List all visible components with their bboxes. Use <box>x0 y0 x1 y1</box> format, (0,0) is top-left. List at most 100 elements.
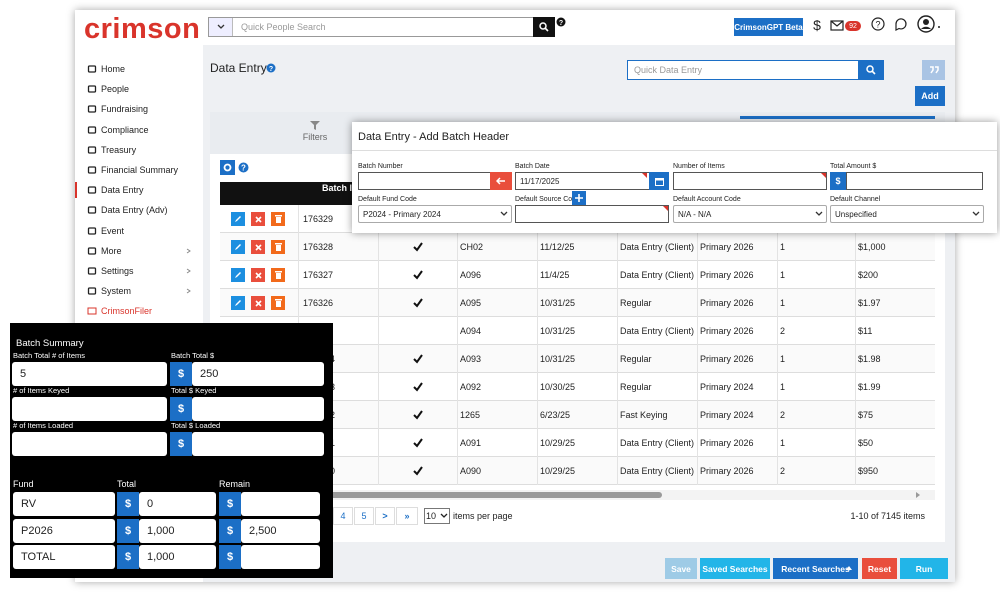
text-input[interactable] <box>673 172 827 190</box>
amount-input[interactable] <box>139 492 216 516</box>
table-help: ? <box>238 162 249 173</box>
search-dropdown[interactable] <box>209 18 233 36</box>
nav-item[interactable]: Treasury <box>101 144 137 155</box>
amount-input[interactable] <box>139 545 216 569</box>
last-page[interactable]: » <box>396 507 418 525</box>
page-button[interactable]: 4 <box>333 507 353 525</box>
help-button[interactable]: ? <box>871 17 885 31</box>
table-cell: Primary 2026 <box>700 354 754 364</box>
amount-input[interactable] <box>139 518 216 543</box>
add-button[interactable]: Add <box>915 86 945 106</box>
batch-id: 176326 <box>303 298 334 308</box>
cell-border <box>378 317 379 345</box>
summary-input[interactable] <box>12 432 167 456</box>
cell-border <box>457 345 458 373</box>
quick-entry-button[interactable] <box>858 60 884 80</box>
nav-item[interactable]: More <box>101 245 122 256</box>
fund-input[interactable] <box>13 545 115 569</box>
delete-button[interactable] <box>251 240 265 254</box>
table-cell: A092 <box>460 382 482 392</box>
table-cell: Fast Keying <box>620 410 668 420</box>
nav-item[interactable]: Fundraising <box>101 104 149 115</box>
table-cell: 1 <box>780 270 786 280</box>
nav-item[interactable]: People <box>101 84 130 95</box>
nav-item[interactable]: Settings <box>101 266 134 276</box>
cell-border <box>457 457 458 485</box>
action-button[interactable]: Save <box>665 558 697 579</box>
action-button[interactable]: Recent Searches <box>773 558 858 579</box>
amount-value: 2,500 <box>249 524 277 537</box>
settings-button[interactable] <box>220 160 235 175</box>
delete-button[interactable] <box>251 296 265 310</box>
select-input[interactable] <box>358 205 512 223</box>
cell-border <box>537 233 538 261</box>
filters-button[interactable]: Filters <box>302 132 328 142</box>
field-label: Default Channel <box>830 195 881 203</box>
trash-button[interactable] <box>271 296 285 310</box>
amount-input[interactable] <box>241 518 320 543</box>
nav-item[interactable]: Event <box>101 225 125 236</box>
action-button[interactable]: Reset <box>862 558 897 579</box>
currency-addon: $ <box>830 172 846 190</box>
add-source-button[interactable] <box>572 191 586 205</box>
summary-label: Batch Total $ <box>171 350 215 360</box>
chat-button[interactable] <box>894 17 908 31</box>
amount-input[interactable] <box>241 492 320 516</box>
page-size-select[interactable] <box>424 508 450 524</box>
page-title: Data Entry <box>210 61 267 75</box>
next-page[interactable]: > <box>375 507 395 525</box>
calendar-button[interactable] <box>649 172 669 190</box>
action-button[interactable]: Saved Searches <box>700 558 770 579</box>
nav-item[interactable]: Data Entry (Adv) <box>101 205 168 216</box>
summary-input[interactable] <box>192 397 324 421</box>
edit-button[interactable] <box>231 268 245 282</box>
search-button[interactable] <box>533 17 555 37</box>
field-value: N/A - N/A <box>678 209 712 219</box>
nav-item[interactable]: Data Entry <box>101 185 144 196</box>
table-row <box>220 261 935 289</box>
select-input[interactable] <box>830 205 984 223</box>
summary-input[interactable] <box>12 397 167 421</box>
nav-item[interactable]: Home <box>101 64 126 74</box>
summary-input[interactable] <box>192 362 324 386</box>
action-button[interactable]: Run <box>900 558 948 579</box>
back-button[interactable] <box>490 172 512 190</box>
nav-item[interactable]: Financial Summary <box>101 165 179 175</box>
delete-button[interactable] <box>251 268 265 282</box>
delete-button[interactable] <box>251 212 265 226</box>
gpt-button[interactable]: CrimsonGPT Beta <box>734 18 803 36</box>
cell-border <box>378 429 379 457</box>
currency-addon: $ <box>170 397 192 421</box>
fund-input[interactable] <box>13 518 115 543</box>
cell-border <box>777 401 778 429</box>
currency-icon[interactable]: $ <box>813 17 821 33</box>
amount-input[interactable] <box>241 545 320 569</box>
summary-input[interactable] <box>192 432 324 456</box>
scroll-right <box>914 491 922 499</box>
nav-item[interactable]: Compliance <box>101 124 149 135</box>
nav-item[interactable]: CrimsonFiler <box>101 306 153 317</box>
cell-border <box>298 289 299 317</box>
page-button[interactable]: 5 <box>354 507 374 525</box>
edit-button[interactable] <box>231 296 245 310</box>
text-input[interactable] <box>846 172 983 190</box>
text-input[interactable] <box>515 205 669 223</box>
batch-id: 176327 <box>303 270 334 280</box>
trash-button[interactable] <box>271 268 285 282</box>
trash-button[interactable] <box>271 240 285 254</box>
required-marker <box>642 173 647 178</box>
fund-value: RV <box>21 498 37 510</box>
trash-button[interactable] <box>271 212 285 226</box>
nav-item[interactable]: System <box>101 286 132 297</box>
edit-button[interactable] <box>231 212 245 226</box>
mail-icon[interactable] <box>830 19 844 31</box>
summary-input[interactable] <box>12 362 167 386</box>
user-menu[interactable] <box>917 15 943 33</box>
text-input[interactable] <box>358 172 512 190</box>
fund-input[interactable] <box>13 492 115 516</box>
quote-button[interactable] <box>922 60 945 80</box>
select-input[interactable] <box>673 205 827 223</box>
table-cell: 1 <box>780 242 786 252</box>
table-cell: $1.98 <box>858 354 881 364</box>
edit-button[interactable] <box>231 240 245 254</box>
